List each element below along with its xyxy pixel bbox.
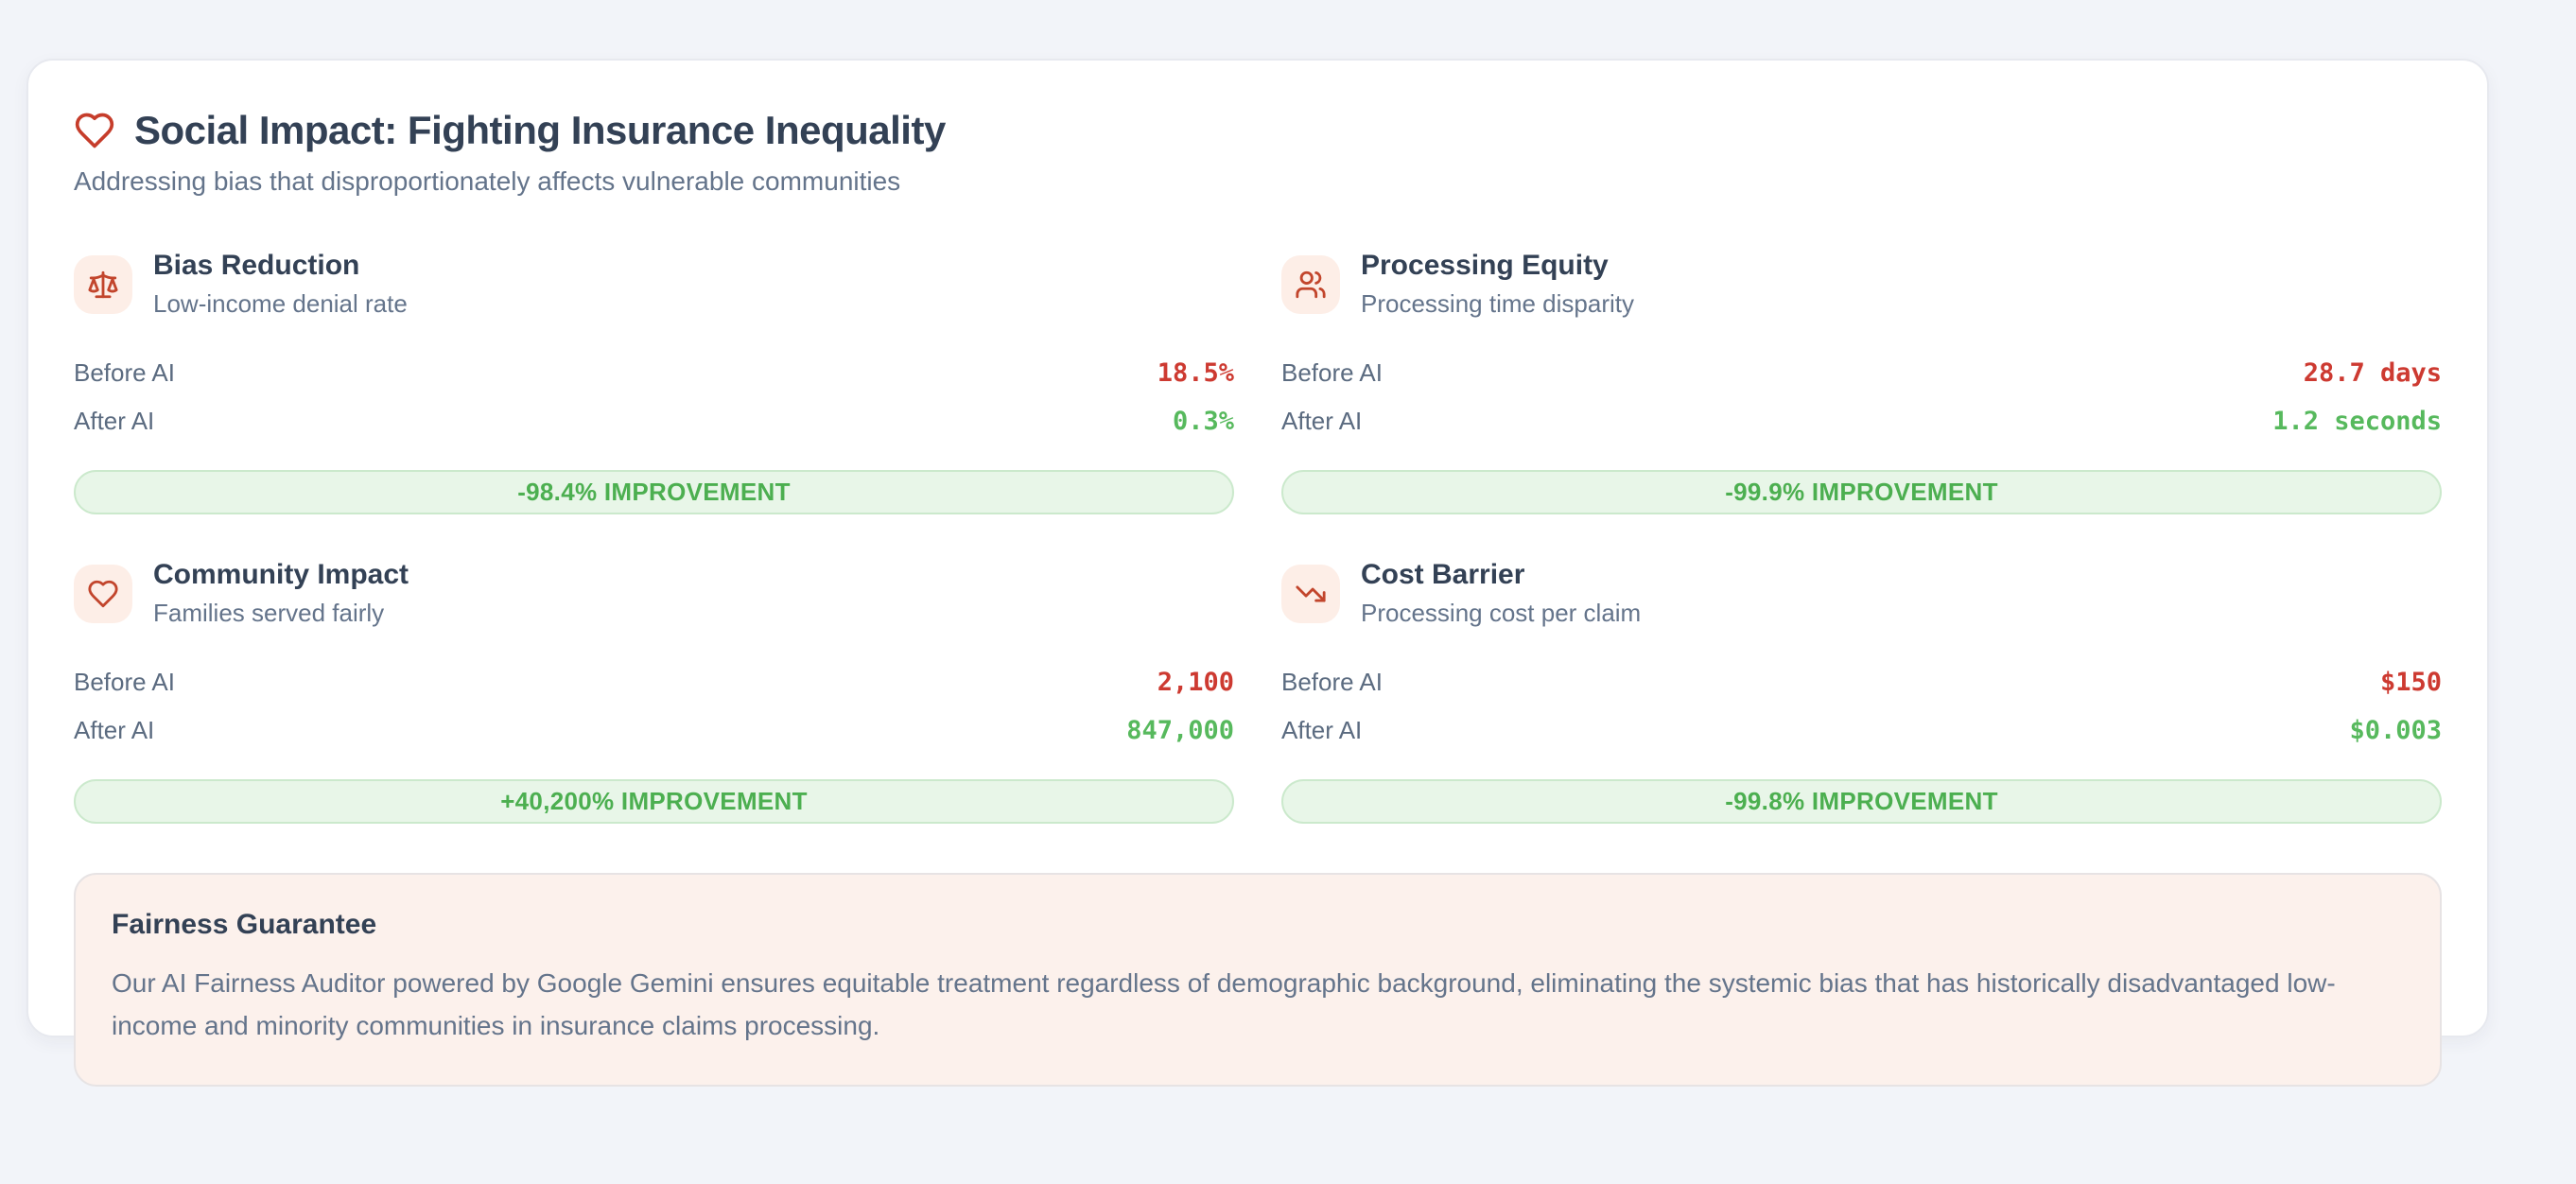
metric-subtitle: Low-income denial rate (153, 289, 408, 318)
metric-title: Cost Barrier (1361, 559, 1525, 590)
scale-icon (74, 254, 132, 314)
before-ai-label: Before AI (74, 668, 175, 696)
metrics-grid: Bias Reduction Low-income denial rate Be… (74, 250, 2442, 824)
metric-subtitle: Processing time disparity (1361, 289, 1634, 318)
after-ai-value: 0.3% (1172, 407, 1234, 436)
metric-card-processing-equity: Processing Equity Processing time dispar… (1281, 250, 2442, 514)
metric-title: Bias Reduction (153, 250, 360, 281)
metric-title: Processing Equity (1361, 250, 1609, 281)
before-ai-value: 28.7 days (2303, 358, 2442, 388)
before-ai-row: Before AI 2,100 (74, 658, 1234, 706)
after-ai-value: 847,000 (1126, 716, 1234, 745)
before-ai-value: $150 (2379, 668, 2442, 697)
metric-card-community-impact: Community Impact Families served fairly … (74, 559, 1234, 824)
metric-title: Community Impact (153, 559, 409, 590)
page-title: Social Impact: Fighting Insurance Inequa… (134, 108, 946, 152)
before-ai-row: Before AI $150 (1281, 658, 2442, 706)
after-ai-value: 1.2 seconds (2272, 407, 2442, 436)
metric-header: Processing Equity Processing time dispar… (1281, 250, 2442, 319)
after-ai-row: After AI 847,000 (74, 706, 1234, 755)
before-ai-row: Before AI 18.5% (74, 349, 1234, 397)
after-ai-row: After AI 0.3% (74, 397, 1234, 445)
before-ai-value: 2,100 (1157, 668, 1234, 697)
heart-icon (74, 564, 132, 623)
improvement-badge: -99.9% IMPROVEMENT (1281, 470, 2442, 514)
metric-card-cost-barrier: Cost Barrier Processing cost per claim B… (1281, 559, 2442, 824)
fairness-guarantee-box: Fairness Guarantee Our AI Fairness Audit… (74, 873, 2442, 1087)
fairness-title: Fairness Guarantee (112, 909, 377, 940)
metric-header: Cost Barrier Processing cost per claim (1281, 559, 2442, 628)
after-ai-row: After AI 1.2 seconds (1281, 397, 2442, 445)
improvement-badge: +40,200% IMPROVEMENT (74, 779, 1234, 824)
panel-header: Social Impact: Fighting Insurance Inequa… (74, 108, 2442, 153)
metric-subtitle: Families served fairly (153, 599, 385, 627)
before-ai-label: Before AI (1281, 668, 1383, 696)
before-ai-label: Before AI (1281, 358, 1383, 387)
metric-header: Bias Reduction Low-income denial rate (74, 250, 1234, 319)
trending-down-icon (1281, 564, 1340, 623)
after-ai-label: After AI (74, 716, 155, 744)
before-ai-value: 18.5% (1157, 358, 1234, 388)
fairness-body: Our AI Fairness Auditor powered by Googl… (112, 968, 2336, 1040)
metric-card-bias-reduction: Bias Reduction Low-income denial rate Be… (74, 250, 1234, 514)
after-ai-value: $0.003 (2349, 716, 2442, 745)
heart-icon (74, 110, 115, 151)
metric-header: Community Impact Families served fairly (74, 559, 1234, 628)
improvement-badge: -98.4% IMPROVEMENT (74, 470, 1234, 514)
metric-subtitle: Processing cost per claim (1361, 599, 1642, 627)
improvement-badge: -99.8% IMPROVEMENT (1281, 779, 2442, 824)
before-ai-label: Before AI (74, 358, 175, 387)
before-ai-row: Before AI 28.7 days (1281, 349, 2442, 397)
after-ai-label: After AI (1281, 407, 1363, 435)
after-ai-label: After AI (74, 407, 155, 435)
social-impact-panel: Social Impact: Fighting Insurance Inequa… (26, 59, 2489, 1087)
page-subtitle: Addressing bias that disproportionately … (74, 166, 901, 196)
users-icon (1281, 254, 1340, 314)
after-ai-label: After AI (1281, 716, 1363, 744)
after-ai-row: After AI $0.003 (1281, 706, 2442, 755)
